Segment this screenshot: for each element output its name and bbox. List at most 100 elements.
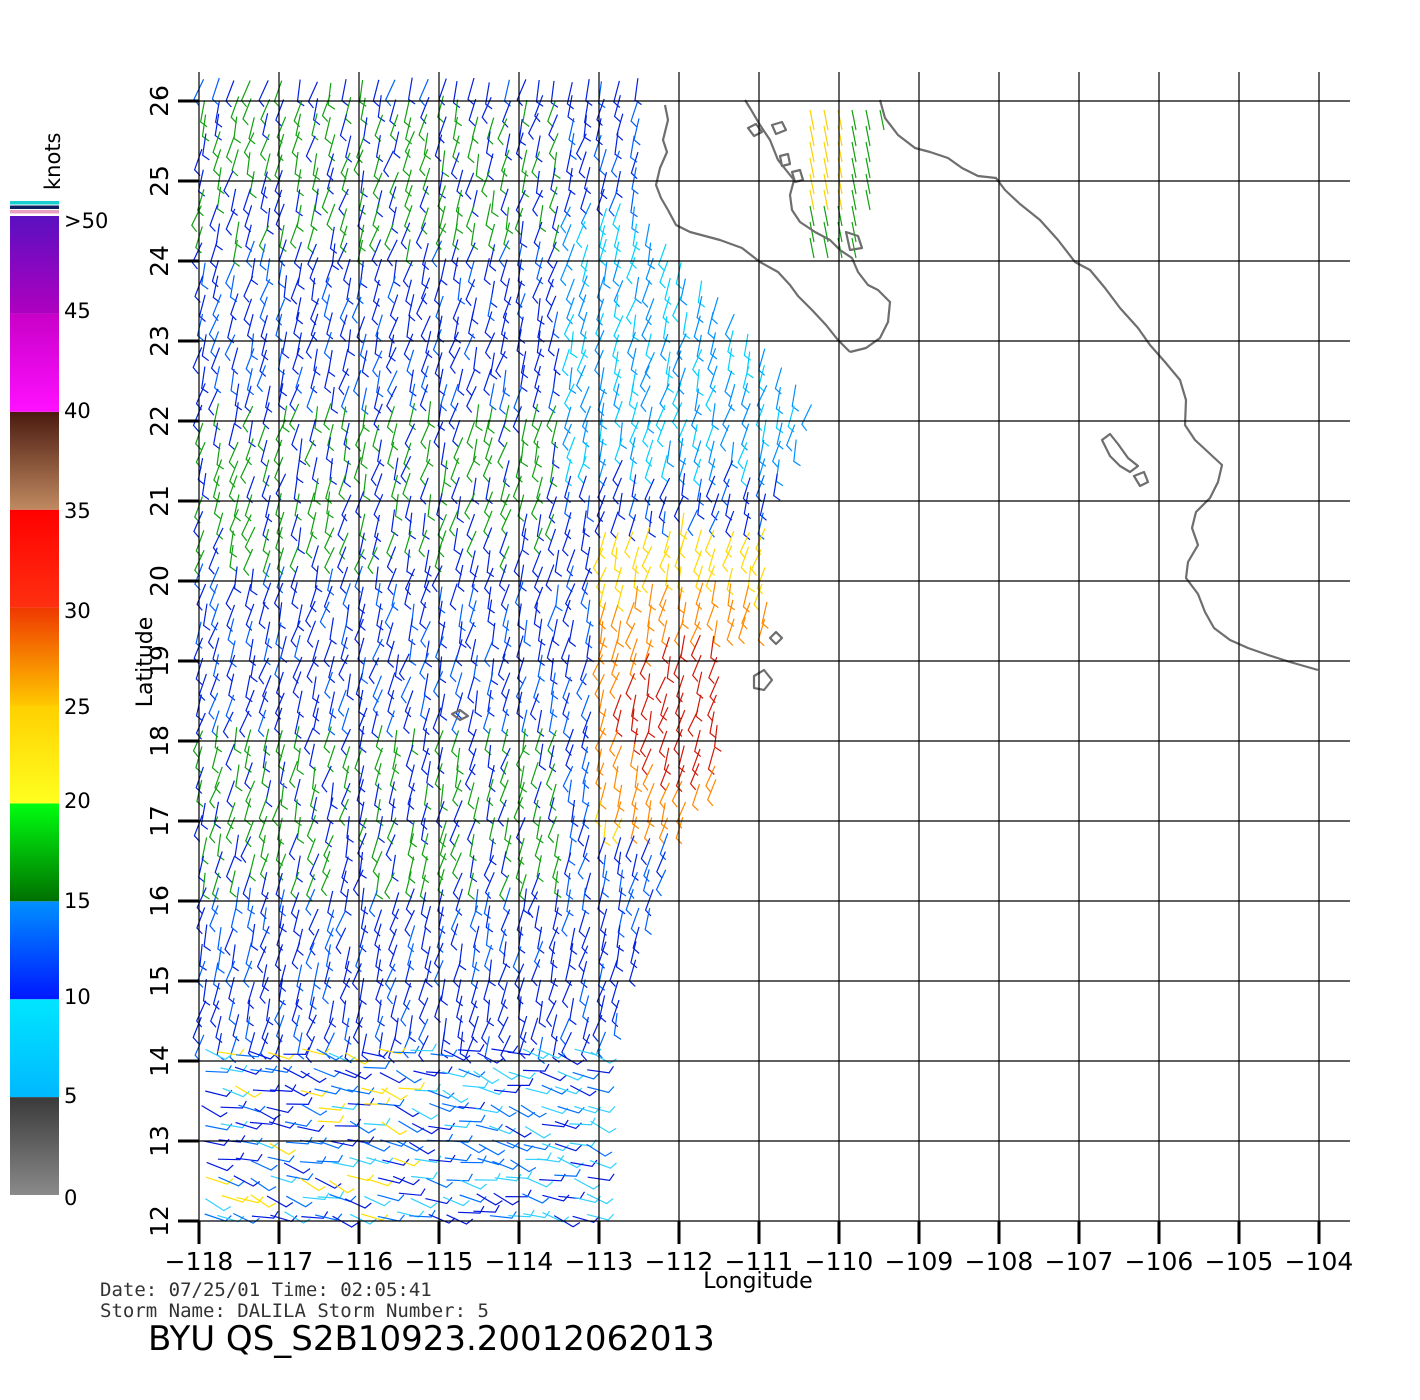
wind-barb xyxy=(195,441,206,469)
wind-barb xyxy=(565,728,574,756)
wind-barb xyxy=(724,313,735,341)
wind-barb xyxy=(435,800,445,829)
wind-barb xyxy=(213,801,222,829)
wind-barb xyxy=(263,728,271,756)
wind-barb xyxy=(550,80,559,108)
wind-barb xyxy=(500,851,509,879)
wind-barb xyxy=(353,369,362,398)
wind-barb xyxy=(532,550,542,578)
wind-barb xyxy=(225,262,235,290)
wind-barb xyxy=(225,136,235,164)
wind-barb xyxy=(356,276,364,305)
wind-barb xyxy=(692,349,703,377)
wind-barb xyxy=(774,367,783,395)
wind-barb xyxy=(517,494,525,522)
wind-barb xyxy=(396,1140,424,1152)
wind-barb xyxy=(269,1084,297,1093)
wind-barb xyxy=(377,439,385,467)
wind-barb xyxy=(451,730,460,758)
wind-barb xyxy=(595,762,605,790)
wind-barb xyxy=(326,312,334,340)
wind-barb xyxy=(426,1177,453,1188)
wind-barb xyxy=(470,981,479,1009)
wind-barb xyxy=(313,962,321,990)
wind-barb xyxy=(244,584,253,612)
wind-barb xyxy=(427,1089,455,1099)
wind-barb xyxy=(197,457,205,486)
wind-barb xyxy=(758,364,766,393)
wind-barb xyxy=(630,907,640,936)
wind-barb xyxy=(411,1122,439,1135)
wind-barb xyxy=(372,850,383,878)
wind-barb xyxy=(200,802,209,830)
lon-tick-label: −118 xyxy=(165,1247,234,1276)
wind-barb xyxy=(576,364,586,392)
wind-barb xyxy=(739,531,751,559)
wind-barb xyxy=(576,673,588,701)
wind-barb xyxy=(299,1156,327,1164)
wind-barb xyxy=(678,745,686,773)
wind-barb xyxy=(661,511,670,539)
wind-barb xyxy=(386,977,397,1005)
wind-barb xyxy=(642,526,651,555)
wind-barb xyxy=(569,1117,596,1126)
wind-barb xyxy=(436,493,444,521)
wind-barb xyxy=(228,441,239,469)
wind-barb xyxy=(522,1048,550,1060)
wind-barb xyxy=(266,1106,294,1114)
wind-barb xyxy=(639,730,650,758)
wind-barb xyxy=(339,977,351,1005)
wind-barb xyxy=(463,333,474,361)
wind-barb xyxy=(578,151,587,179)
wind-barb xyxy=(756,385,768,413)
wind-barb xyxy=(195,383,206,411)
wind-barb xyxy=(310,366,318,394)
legend-color-bar xyxy=(10,216,59,1195)
wind-barb xyxy=(465,242,476,270)
wind-barb xyxy=(347,329,356,357)
wind-barb xyxy=(314,1087,342,1095)
wind-barb xyxy=(475,1105,503,1114)
wind-barb xyxy=(283,1162,311,1174)
wind-barb xyxy=(212,131,221,159)
wind-barb xyxy=(328,134,336,162)
wind-barb xyxy=(517,603,525,631)
wind-barb xyxy=(284,1084,312,1097)
wind-barb xyxy=(576,349,587,377)
wind-barb xyxy=(580,582,589,610)
wind-barb xyxy=(214,766,223,794)
wind-barb xyxy=(196,583,207,611)
wind-barb xyxy=(191,205,202,233)
wind-barb xyxy=(615,945,624,972)
wind-barb xyxy=(381,1121,408,1136)
wind-barb xyxy=(501,672,511,700)
wind-barb xyxy=(728,384,736,412)
wind-barb xyxy=(497,118,508,146)
wind-barb xyxy=(483,639,494,667)
wind-barb xyxy=(316,1048,343,1061)
wind-barb xyxy=(599,782,607,810)
wind-barb xyxy=(737,442,748,470)
wind-barb xyxy=(466,369,476,397)
wind-barb xyxy=(387,567,397,595)
lon-tick-label: −104 xyxy=(1285,1247,1354,1276)
wind-barb xyxy=(404,582,412,610)
wind-barb xyxy=(262,513,270,541)
lon-tick-label: −113 xyxy=(565,1247,634,1276)
wind-barb xyxy=(570,800,579,827)
wind-barb xyxy=(851,157,857,179)
wind-barb xyxy=(550,1014,558,1042)
wind-barb xyxy=(602,819,611,847)
wind-barb xyxy=(217,1048,245,1056)
wind-barb xyxy=(398,653,410,681)
wind-barb xyxy=(661,455,669,483)
wind-barb xyxy=(593,134,602,163)
wind-barb xyxy=(377,999,385,1027)
wind-barb xyxy=(545,564,555,592)
wind-barb xyxy=(851,109,857,131)
wind-barb xyxy=(502,941,511,969)
wind-barb xyxy=(306,815,317,843)
wind-barb xyxy=(455,189,463,217)
wind-barb xyxy=(612,817,623,845)
wind-barb xyxy=(418,529,428,558)
